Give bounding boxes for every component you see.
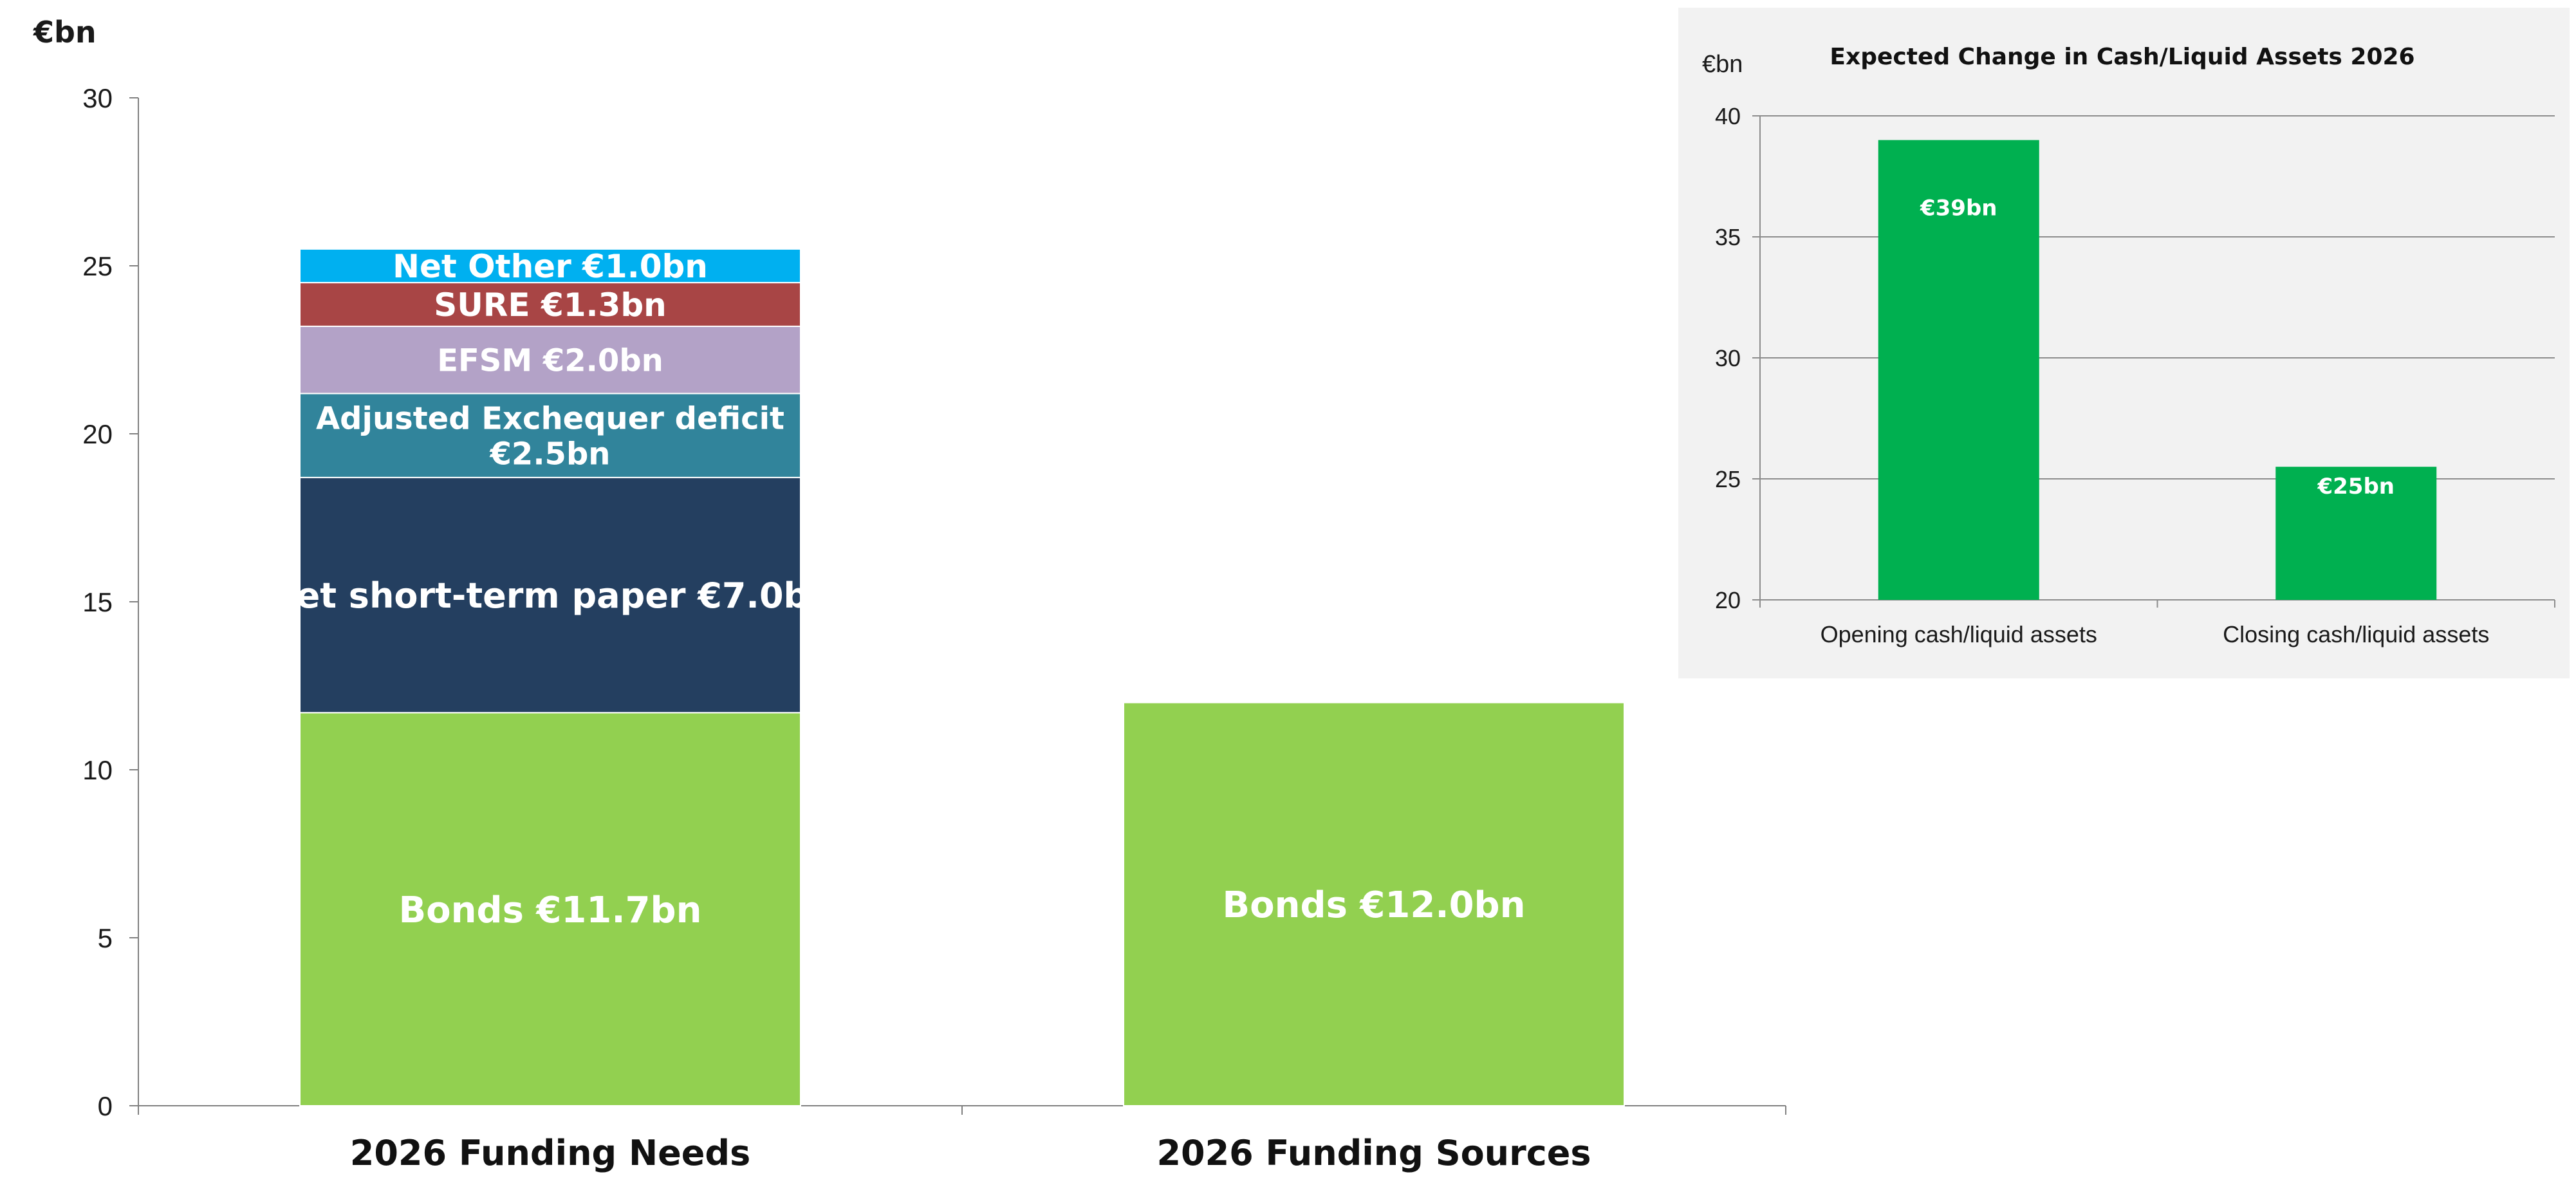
bar-net-short-term-paper — [299, 476, 801, 714]
inset-y-tick-label: 25 — [1715, 466, 1741, 492]
bar-data-label: Bonds €11.7bn — [398, 889, 701, 931]
inset-bar — [1878, 140, 2039, 601]
bar-sure — [299, 282, 801, 327]
inset-x-category-label: Opening cash/liquid assets — [1821, 621, 2097, 647]
main-y-tick-label: 15 — [82, 587, 113, 617]
bar-bonds — [1123, 702, 1625, 1106]
bar-data-label: €2.5bn — [490, 436, 611, 472]
bar-data-label: Bonds €12.0bn — [1222, 884, 1525, 926]
main-y-tick-label: 10 — [82, 755, 113, 785]
funding-needs-sources-chart: €bn 0 5 10 15 20 25 30 Bonds €11.7bn Net short-… — [33, 15, 1786, 1173]
bar-data-label: SURE €1.3bn — [434, 286, 666, 324]
main-y-tick-label: 20 — [82, 419, 113, 449]
bar-data-label: Adjusted Exchequer deficit — [316, 400, 784, 436]
inset-y-tick-label: 35 — [1715, 224, 1741, 250]
inset-y-tick-label: 30 — [1715, 345, 1741, 371]
main-y-tick-label: 5 — [98, 923, 113, 953]
inset-y-tick-label: 40 — [1715, 103, 1741, 129]
cash-liquid-assets-inset-chart: Expected Change in Cash/Liquid Assets 20… — [1678, 8, 2570, 678]
bar-data-label: Net short-term paper €7.0bn — [267, 575, 833, 616]
main-y-tick-label: 25 — [82, 251, 113, 281]
bar-bonds — [299, 712, 801, 1106]
inset-bar-data-label: €25bn — [2317, 474, 2395, 499]
inset-bar — [2275, 467, 2437, 600]
main-x-category-label: 2026 Funding Sources — [1156, 1133, 1591, 1173]
inset-chart-title: Expected Change in Cash/Liquid Assets 20… — [1830, 44, 2414, 70]
inset-x-category-label: Closing cash/liquid assets — [2223, 621, 2489, 647]
inset-bar-data-label: €39bn — [1920, 196, 1997, 221]
inset-y-axis-unit: €bn — [1702, 51, 1743, 78]
bar-data-label: EFSM €2.0bn — [437, 342, 663, 378]
bar-net-other — [299, 248, 801, 284]
main-y-tick-label: 0 — [98, 1091, 113, 1121]
main-y-tick-label: 30 — [82, 83, 113, 113]
main-y-axis-unit: €bn — [33, 15, 97, 50]
bar-data-label: Net Other €1.0bn — [393, 248, 708, 285]
main-x-category-label: 2026 Funding Needs — [350, 1133, 750, 1173]
inset-y-tick-label: 20 — [1715, 587, 1741, 613]
